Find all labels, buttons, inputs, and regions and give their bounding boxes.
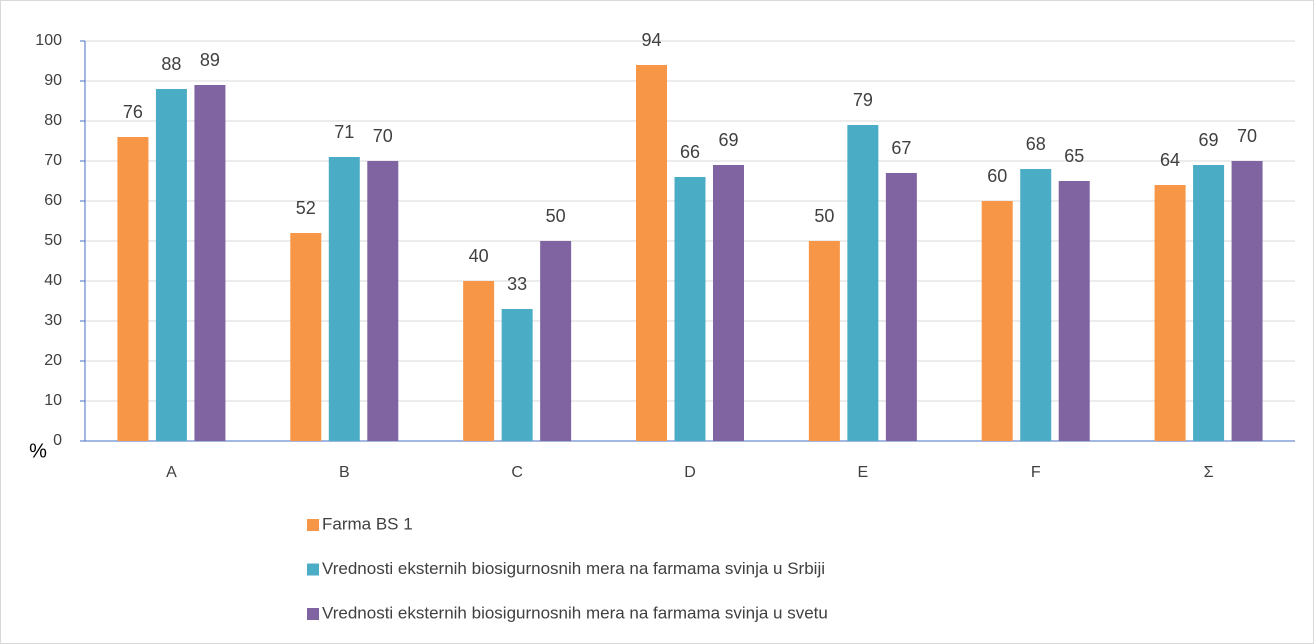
y-tick-label: 80 (44, 112, 62, 129)
data-label: 69 (718, 130, 738, 150)
legend-swatch (307, 608, 319, 620)
bar (290, 233, 322, 441)
bar (1020, 169, 1052, 441)
data-label: 76 (123, 102, 143, 122)
bar (367, 161, 399, 441)
bar (194, 85, 226, 441)
bar (501, 309, 533, 441)
data-label: 89 (200, 50, 220, 70)
data-label: 70 (1237, 126, 1257, 146)
data-label: 79 (853, 90, 873, 110)
x-tick-label: D (684, 464, 696, 481)
y-tick-label: 20 (44, 352, 62, 369)
bar (674, 177, 706, 441)
y-tick-label: 10 (44, 392, 62, 409)
data-label: 94 (641, 30, 661, 50)
bar (885, 173, 917, 441)
data-label: 40 (469, 246, 489, 266)
data-label: 66 (680, 142, 700, 162)
legend-label: Farma BS 1 (322, 514, 413, 533)
x-tick-label: A (166, 464, 177, 481)
x-tick-label: C (511, 464, 523, 481)
bar (1154, 185, 1186, 441)
y-tick-label: 60 (44, 192, 62, 209)
data-label: 68 (1026, 134, 1046, 154)
x-tick-label: E (858, 464, 869, 481)
x-tick-label: B (339, 464, 350, 481)
y-tick-label: 40 (44, 272, 62, 289)
data-label: 52 (296, 198, 316, 218)
data-label: 33 (507, 274, 527, 294)
x-tick-label: F (1031, 464, 1041, 481)
bar (1193, 165, 1225, 441)
bar (847, 125, 879, 441)
legend-label: Vrednosti eksternih biosigurnosnih mera … (322, 559, 825, 578)
data-label: 69 (1199, 130, 1219, 150)
y-tick-label: 90 (44, 72, 62, 89)
y-axis-label: % (29, 440, 47, 462)
data-label: 70 (373, 126, 393, 146)
y-tick-label: 0 (53, 432, 62, 449)
bar (1231, 161, 1263, 441)
data-label: 65 (1064, 146, 1084, 166)
bar (636, 65, 667, 441)
bar (1058, 181, 1090, 441)
data-label: 60 (987, 166, 1007, 186)
bar (808, 241, 840, 441)
y-tick-label: 30 (44, 312, 62, 329)
data-label: 88 (161, 54, 181, 74)
data-label: 71 (334, 122, 354, 142)
y-tick-label: 50 (44, 232, 62, 249)
data-label: 50 (814, 206, 834, 226)
x-tick-label: Σ (1204, 464, 1214, 481)
legend-swatch (307, 563, 319, 576)
bar (117, 137, 149, 441)
bar (713, 165, 744, 441)
bar (328, 157, 360, 441)
y-tick-label: 70 (44, 152, 62, 169)
bar (463, 281, 495, 441)
bar (981, 201, 1013, 441)
y-tick-label: 100 (35, 32, 62, 49)
legend-label: Vrednosti eksternih biosigurnosnih mera … (322, 603, 828, 622)
legend-swatch (307, 519, 319, 531)
bar (155, 89, 187, 441)
data-label: 64 (1160, 150, 1180, 170)
bar (540, 241, 572, 441)
data-label: 50 (546, 206, 566, 226)
data-label: 67 (891, 138, 911, 158)
